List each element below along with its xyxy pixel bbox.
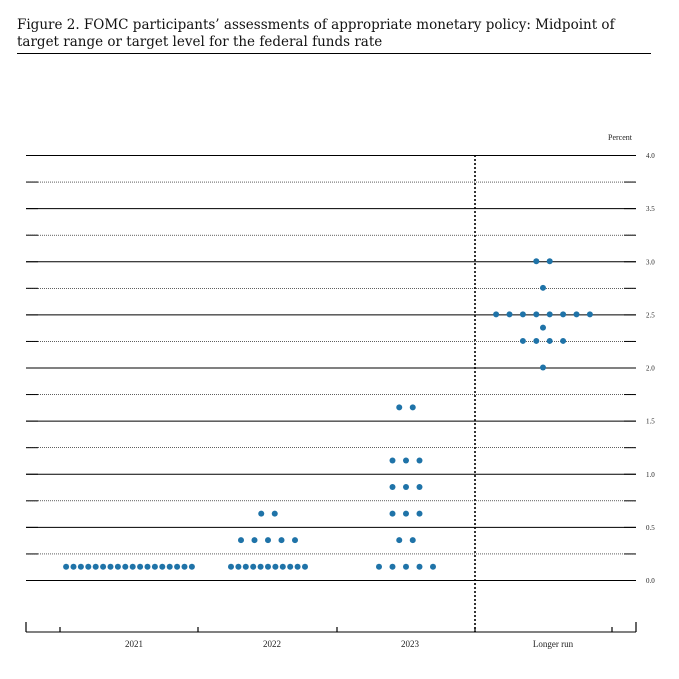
participant-dot [278, 537, 285, 544]
y-axis-label: Percent [608, 133, 633, 142]
participant-dot [292, 537, 298, 544]
participant-dot [174, 563, 181, 570]
participant-dot [70, 563, 77, 570]
y-tick-labels: 0.0 0.5 1.0 1.5 2.0 2.5 3.0 3.5 4.0 [646, 152, 655, 585]
participant-dot [181, 563, 188, 570]
participant-dot [430, 563, 436, 570]
participant-dot [107, 563, 114, 570]
y-tick-label: 2.5 [646, 311, 655, 319]
participant-dot [238, 537, 244, 544]
participant-dot [416, 457, 423, 464]
participant-dot [396, 404, 403, 411]
participant-dot [396, 537, 403, 544]
participant-dot [540, 364, 546, 371]
x-tick-label: Longer run [533, 639, 574, 649]
participant-dot [416, 484, 423, 491]
y-tick-label: 3.0 [646, 258, 655, 266]
participant-dot [271, 510, 278, 517]
gridlines [26, 155, 636, 581]
participant-dot [272, 563, 279, 570]
participant-dot [302, 563, 308, 570]
y-tick-label: 1.0 [646, 471, 655, 479]
participant-dot [409, 404, 416, 411]
participant-dot [235, 563, 242, 570]
participant-dot [287, 563, 294, 570]
title-rule [17, 53, 651, 54]
participant-dot [416, 563, 423, 570]
participant-dot [242, 563, 249, 570]
participant-dot [77, 563, 84, 570]
participant-dot [389, 457, 396, 464]
dots [63, 258, 593, 570]
participant-dot [265, 537, 271, 544]
participant-dot [573, 311, 580, 318]
participant-dot [257, 563, 264, 570]
participant-dot [403, 457, 409, 464]
participant-dot [122, 563, 129, 570]
participant-dot [258, 510, 265, 517]
participant-dot [540, 284, 546, 291]
participant-dot [389, 484, 396, 491]
participant-dot [166, 563, 173, 570]
participant-dot [560, 311, 567, 318]
participant-dot [228, 563, 234, 570]
x-axis: 2021 2022 2023 Longer run [25, 155, 637, 649]
participant-dot [389, 510, 396, 517]
participant-dot [129, 563, 136, 570]
participant-dot [265, 563, 271, 570]
participant-dot [137, 563, 144, 570]
participant-dot [151, 563, 158, 570]
participant-dot [63, 563, 70, 570]
participant-dot [294, 563, 301, 570]
x-tick-label: 2021 [125, 639, 143, 649]
participant-dot [506, 311, 513, 318]
participant-dot [546, 311, 553, 318]
participant-dot [251, 537, 258, 544]
participant-dot [403, 563, 409, 570]
participant-dot [279, 563, 286, 570]
participant-dot [409, 537, 416, 544]
participant-dot [586, 311, 593, 318]
x-tick-label: 2022 [263, 639, 281, 649]
participant-dot [416, 510, 423, 517]
participant-dot [493, 311, 500, 318]
participant-dot [403, 510, 409, 517]
participant-dot [250, 563, 257, 570]
participant-dot [114, 563, 121, 570]
participant-dot [403, 484, 409, 491]
participant-dot [540, 324, 546, 331]
participant-dot [533, 258, 540, 265]
y-tick-label: 3.5 [646, 205, 655, 213]
participant-dot [533, 337, 540, 344]
participant-dot [188, 563, 195, 570]
y-tick-label: 0.5 [646, 524, 655, 532]
participant-dot [560, 337, 567, 344]
y-tick-label: 1.5 [646, 418, 655, 426]
participant-dot [85, 563, 92, 570]
participant-dot [519, 311, 526, 318]
participant-dot [519, 337, 526, 344]
participant-dot [144, 563, 151, 570]
participant-dot [546, 337, 553, 344]
y-tick-label: 4.0 [646, 152, 655, 160]
participant-dot [389, 563, 396, 570]
figure-title: Figure 2. FOMC participants’ assessments… [17, 17, 615, 50]
participant-dot [159, 563, 166, 570]
participant-dot [533, 311, 540, 318]
y-tick-label: 0.0 [646, 577, 655, 585]
participant-dot [376, 563, 382, 570]
y-tick-label: 2.0 [646, 365, 655, 373]
participant-dot [546, 258, 553, 265]
participant-dot [100, 563, 107, 570]
participant-dot [92, 563, 99, 570]
x-tick-label: 2023 [401, 639, 420, 649]
